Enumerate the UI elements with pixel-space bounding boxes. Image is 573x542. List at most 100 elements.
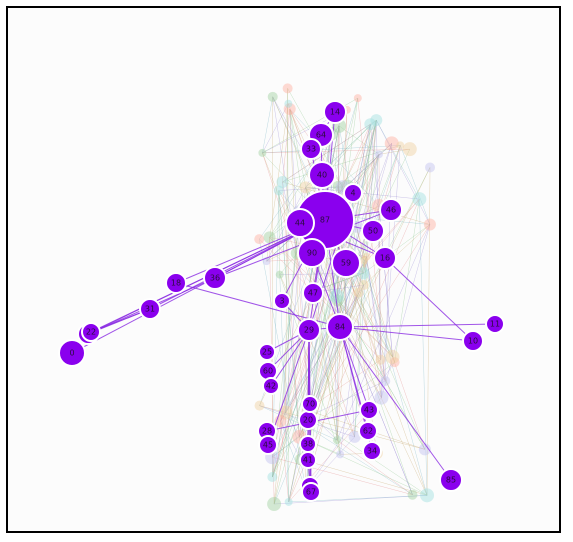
node-circle[interactable]: [373, 246, 397, 270]
node-20[interactable]: 20: [298, 410, 318, 430]
node-85[interactable]: 85: [439, 468, 463, 492]
background-edge: [343, 262, 426, 450]
node-34[interactable]: 34: [362, 441, 382, 461]
node-circle[interactable]: [361, 219, 385, 243]
background-edge: [366, 256, 386, 382]
node-62[interactable]: 62: [358, 421, 378, 441]
node-18[interactable]: 18: [165, 272, 187, 294]
edge-n43-n28: [266, 409, 370, 432]
node-label: 42: [266, 382, 276, 391]
node-38[interactable]: 38: [299, 435, 317, 453]
node-label: 22: [86, 328, 96, 337]
node-circle[interactable]: [297, 238, 327, 268]
node-circle[interactable]: [439, 468, 463, 492]
node-31[interactable]: 31: [139, 298, 161, 320]
background-node: [254, 234, 265, 245]
background-node: [336, 450, 345, 459]
node-label: 67: [306, 488, 316, 497]
node-circle[interactable]: [273, 292, 291, 310]
node-44[interactable]: 44: [285, 208, 315, 238]
node-14[interactable]: 14: [323, 100, 347, 124]
node-59[interactable]: 59: [331, 248, 361, 278]
background-edge: [280, 319, 334, 422]
node-60[interactable]: 60: [258, 361, 278, 381]
node-circle[interactable]: [285, 208, 315, 238]
background-edge: [285, 412, 300, 437]
background-node: [263, 231, 276, 244]
background-edge: [299, 145, 401, 437]
node-47[interactable]: 47: [302, 282, 324, 304]
node-circle[interactable]: [300, 138, 322, 160]
background-edge: [363, 260, 428, 496]
background-node: [362, 252, 371, 261]
node-circle[interactable]: [258, 435, 278, 455]
node-41[interactable]: 41: [299, 451, 317, 469]
node-45[interactable]: 45: [258, 435, 278, 455]
node-29[interactable]: 29: [297, 318, 321, 342]
node-43[interactable]: 43: [359, 400, 379, 420]
node-circle[interactable]: [379, 198, 403, 222]
node-circle[interactable]: [308, 161, 336, 189]
node-circle[interactable]: [258, 343, 276, 361]
node-3[interactable]: 3: [273, 292, 291, 310]
node-46[interactable]: 46: [379, 198, 403, 222]
edge-n84-n85: [339, 326, 452, 481]
background-node: [384, 136, 399, 151]
node-84[interactable]: 84: [326, 313, 354, 341]
background-edge: [272, 456, 413, 495]
background-edge: [363, 224, 431, 286]
node-67[interactable]: 67: [301, 482, 321, 502]
node-circle[interactable]: [299, 451, 317, 469]
background-edge: [280, 292, 360, 422]
node-circle[interactable]: [343, 183, 363, 203]
edge-n84-n11: [339, 323, 496, 328]
node-circle[interactable]: [301, 395, 319, 413]
background-edge: [394, 199, 420, 363]
node-70[interactable]: 70: [301, 395, 319, 413]
node-circle[interactable]: [326, 313, 354, 341]
node-4[interactable]: 4: [343, 183, 363, 203]
node-label: 70: [305, 400, 315, 409]
node-circle[interactable]: [323, 100, 347, 124]
edge-n84-n43: [339, 326, 370, 411]
background-edge: [305, 362, 395, 490]
background-edge: [282, 181, 431, 225]
node-label: 41: [303, 456, 313, 465]
background-edge: [354, 120, 377, 437]
node-22[interactable]: 22: [81, 322, 101, 342]
node-90[interactable]: 90: [297, 238, 327, 268]
background-node: [348, 430, 361, 443]
node-10[interactable]: 10: [462, 330, 484, 352]
node-circle[interactable]: [203, 266, 227, 290]
node-circle[interactable]: [462, 330, 484, 352]
node-circle[interactable]: [297, 318, 321, 342]
node-50[interactable]: 50: [361, 219, 385, 243]
node-circle[interactable]: [165, 272, 187, 294]
node-40[interactable]: 40: [308, 161, 336, 189]
node-circle[interactable]: [485, 314, 505, 334]
node-circle[interactable]: [301, 482, 321, 502]
background-edge: [305, 120, 377, 490]
node-circle[interactable]: [81, 322, 101, 342]
node-circle[interactable]: [358, 421, 378, 441]
background-edge: [282, 109, 290, 183]
node-36[interactable]: 36: [203, 266, 227, 290]
background-edge: [378, 148, 410, 155]
background-node: [275, 270, 284, 279]
background-edge: [289, 109, 310, 417]
node-circle[interactable]: [302, 282, 324, 304]
node-circle[interactable]: [58, 339, 86, 367]
node-circle[interactable]: [139, 298, 161, 320]
node-circle[interactable]: [359, 400, 379, 420]
node-circle[interactable]: [331, 248, 361, 278]
node-25[interactable]: 25: [258, 343, 276, 361]
node-circle[interactable]: [362, 441, 382, 461]
node-16[interactable]: 16: [373, 246, 397, 270]
node-33[interactable]: 33: [300, 138, 322, 160]
background-edge: [299, 436, 428, 496]
background-edge: [337, 125, 340, 186]
node-0[interactable]: 0: [58, 339, 86, 367]
node-circle[interactable]: [262, 377, 280, 395]
node-11[interactable]: 11: [485, 314, 505, 334]
node-42[interactable]: 42: [262, 377, 280, 395]
